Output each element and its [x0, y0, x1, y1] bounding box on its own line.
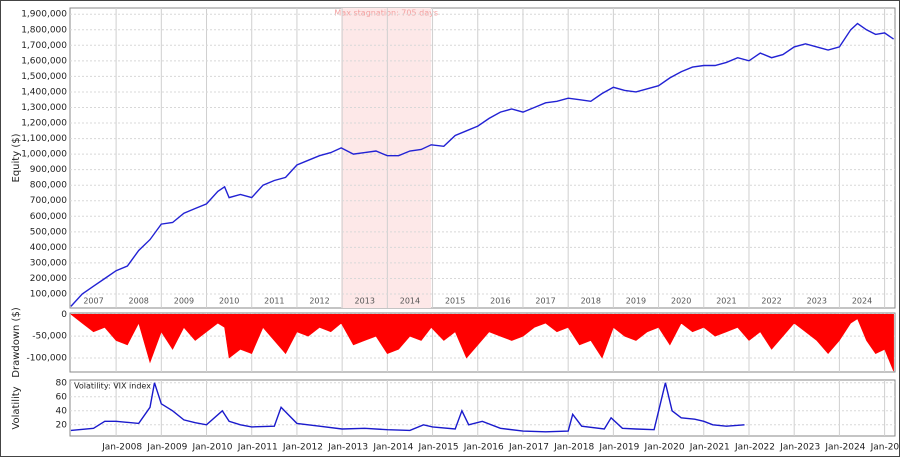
y-tick-label: 100,000 [30, 290, 67, 300]
x-tick-label: Jan-2015 [418, 443, 459, 453]
y-tick-label: 1,100,000 [21, 134, 67, 144]
y-axis-title: Drawdown ($) [11, 307, 22, 378]
x-tick-label: Jan-2023 [779, 443, 820, 453]
y-tick-label: 20 [56, 420, 68, 430]
y-tick-label: 1,300,000 [21, 103, 67, 113]
plot-area [69, 7, 896, 309]
y-tick-label: 1,200,000 [21, 119, 67, 129]
x-tick-label: Jan-2021 [689, 443, 730, 453]
plot-layer: Volatility: VIX index [70, 380, 895, 436]
x-tick-label: Jan-2016 [463, 443, 504, 453]
series-line [70, 22, 894, 307]
y-tick-label: 40 [56, 406, 68, 416]
y-tick-label: 60 [56, 392, 68, 402]
year-label: 2018 [581, 297, 601, 306]
y-tick-label: 80 [56, 378, 68, 388]
y-tick-label: 600,000 [30, 212, 67, 222]
year-label: 2019 [626, 297, 646, 306]
year-label: 2014 [400, 297, 420, 306]
plot-layer [70, 313, 895, 372]
series-line [70, 382, 745, 433]
drawdown-area [70, 313, 894, 372]
year-label: 2024 [852, 297, 872, 306]
x-tick-label: Jan-2013 [327, 443, 368, 453]
x-tick-label: Jan-2008 [101, 443, 142, 453]
x-tick-label: Jan-2020 [644, 443, 685, 453]
year-label: 2007 [83, 297, 103, 306]
x-tick-label: Jan-2019 [598, 443, 639, 453]
year-label: 2016 [490, 297, 510, 306]
y-tick-label: 1,500,000 [21, 72, 67, 82]
year-label: 2013 [355, 297, 375, 306]
y-tick-label: 1,800,000 [21, 25, 67, 35]
x-tick-label: Jan-2009 [146, 443, 187, 453]
stagnation-band [341, 8, 432, 308]
year-label: 2008 [129, 297, 149, 306]
year-label: 2010 [219, 297, 239, 306]
y-tick-label: 1,900,000 [21, 10, 67, 20]
year-label: 2023 [807, 297, 827, 306]
x-tick-label: Jan-2022 [734, 443, 775, 453]
x-tick-label: Jan-2018 [553, 443, 594, 453]
year-label: 2012 [309, 297, 329, 306]
y-tick-label: 0 [61, 310, 67, 320]
y-tick-label: 200,000 [30, 274, 67, 284]
y-tick-label: -50,000 [32, 332, 67, 342]
x-tick-label: Jan-2017 [508, 443, 549, 453]
y-tick-label: 900,000 [30, 165, 67, 175]
y-axis-title: Equity ($) [11, 133, 22, 182]
x-tick-label: Jan-2024 [824, 443, 865, 453]
y-tick-label: 400,000 [30, 243, 67, 253]
year-label: 2011 [264, 297, 284, 306]
year-label: 2020 [671, 297, 691, 306]
y-tick-label: 500,000 [30, 227, 67, 237]
x-tick-label: Jan-2010 [192, 443, 233, 453]
y-tick-label: 800,000 [30, 181, 67, 191]
stagnation-label: Max stagnation: 705 days [334, 9, 438, 18]
year-label: 2022 [761, 297, 781, 306]
y-tick-label: 1,400,000 [21, 87, 67, 97]
y-tick-label: 1,600,000 [21, 56, 67, 66]
year-label: 2021 [716, 297, 736, 306]
x-tick-label: Jan-2025 [870, 443, 900, 453]
x-tick-label: Jan-2012 [282, 443, 323, 453]
year-label: 2009 [174, 297, 194, 306]
year-label: 2017 [535, 297, 555, 306]
y-tick-label: 700,000 [30, 196, 67, 206]
year-label: 2015 [445, 297, 465, 306]
x-tick-label: Jan-2011 [237, 443, 278, 453]
plot-area [69, 379, 896, 437]
y-tick-label: 1,700,000 [21, 41, 67, 51]
plot-layer: Max stagnation: 705 days 2007 2008 2009 2010… [70, 8, 895, 308]
x-tick-label: Jan-2014 [372, 443, 413, 453]
y-axis-title: Volatility [11, 386, 22, 429]
y-tick-label: -100,000 [27, 354, 68, 364]
y-tick-label: 300,000 [30, 258, 67, 268]
panel-title: Volatility: VIX index [74, 382, 151, 391]
y-tick-label: 1,000,000 [21, 150, 67, 160]
